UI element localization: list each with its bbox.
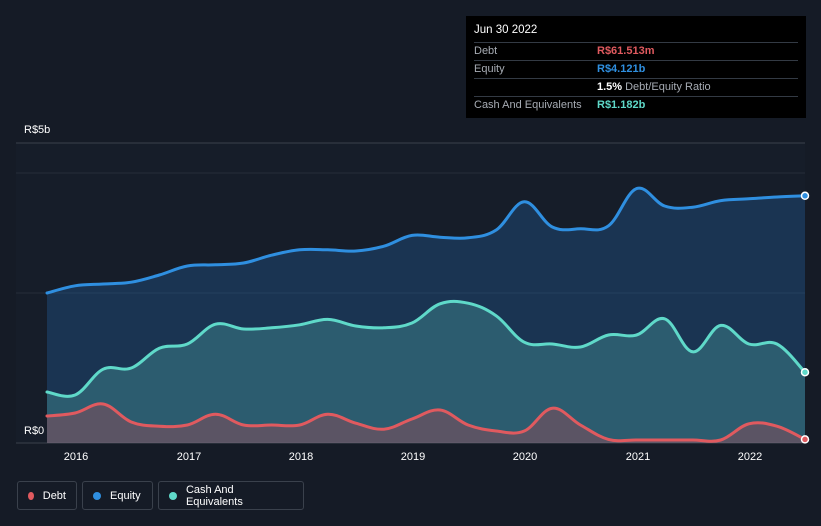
area-equity <box>47 188 805 443</box>
legend-dot-cash <box>169 491 177 500</box>
x-tick-label: 2017 <box>176 451 202 463</box>
area-debt <box>47 403 805 443</box>
legend-item-debt[interactable]: Debt <box>17 481 77 510</box>
series-lines <box>45 186 807 443</box>
line-equity <box>45 186 807 295</box>
series-end-markers <box>800 191 810 444</box>
tooltip-panel: Jun 30 2022 Debt R$61.513m Equity R$4.12… <box>466 16 806 118</box>
tooltip-label-cash: Cash And Equivalents <box>474 99 582 111</box>
x-tick-label: 2021 <box>625 451 651 463</box>
x-tick-label: 2016 <box>63 451 89 463</box>
x-tick-label: 2022 <box>737 451 763 463</box>
tooltip-value-equity: R$4.121b <box>597 63 646 75</box>
tooltip-ratio-text: Debt/Equity Ratio <box>625 81 711 93</box>
tooltip-date: Jun 30 2022 <box>474 24 538 36</box>
legend-item-cash[interactable]: Cash And Equivalents <box>158 481 304 510</box>
tooltip-row-debt: Debt R$61.513m <box>474 42 798 60</box>
end-marker-cash-and-equivalents <box>800 367 810 377</box>
end-marker-equity <box>800 191 810 201</box>
legend-label-cash: Cash And Equivalents <box>185 483 243 508</box>
gridlines <box>16 142 805 444</box>
tooltip-ratio-value: 1.5% <box>597 81 623 93</box>
legend-dot-debt <box>28 491 34 500</box>
line-cash-and-equivalents <box>45 299 807 398</box>
legend-label-debt: Debt <box>42 489 66 502</box>
legend-label-equity: Equity <box>110 489 141 502</box>
area-cash-and-equivalents <box>47 301 805 443</box>
legend-dot-equity <box>93 491 101 500</box>
tooltip-row-cash: Cash And Equivalents R$1.182b <box>474 96 798 114</box>
x-tick-label: 2019 <box>400 451 426 463</box>
tooltip-value-debt: R$61.513m <box>597 45 655 57</box>
legend-item-equity[interactable]: Equity <box>82 481 153 510</box>
series-areas <box>47 188 805 443</box>
end-marker-debt <box>800 435 810 444</box>
tooltip-value-cash: R$1.182b <box>597 99 646 111</box>
tooltip-label-equity: Equity <box>474 63 505 75</box>
y-tick-label-top: R$5b <box>24 124 51 136</box>
x-tick-label: 2018 <box>288 451 314 463</box>
line-debt <box>45 402 807 443</box>
y-tick-label-zero: R$0 <box>24 425 45 437</box>
tooltip-label-debt: Debt <box>474 45 498 57</box>
tooltip-row-ratio: 1.5% Debt/Equity Ratio <box>474 78 798 96</box>
tooltip-row-equity: Equity R$4.121b <box>474 60 798 78</box>
x-tick-label: 2020 <box>512 451 538 463</box>
